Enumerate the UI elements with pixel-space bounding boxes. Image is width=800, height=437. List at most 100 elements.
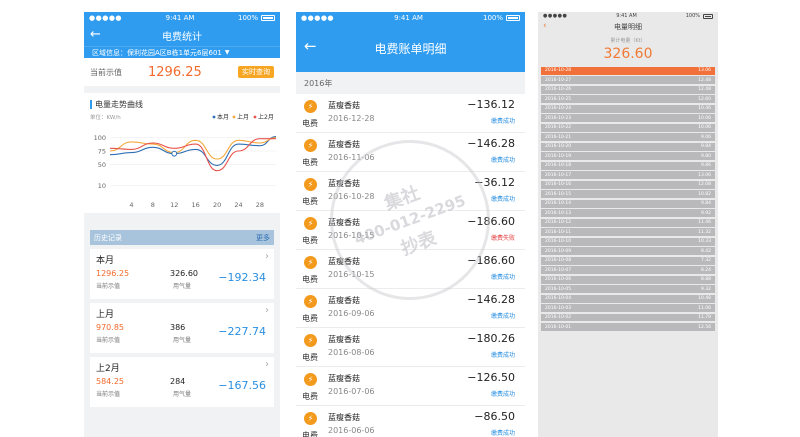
- day-row[interactable]: 2016-10-20 9.84: [541, 142, 715, 151]
- day-value: 12.08: [698, 182, 711, 188]
- day-row[interactable]: 2016-10-15 10.82: [541, 190, 715, 199]
- y-tick-label: 10: [98, 182, 106, 190]
- bill-amount: −126.50: [467, 371, 515, 384]
- day-date: 2016-10-23: [545, 115, 572, 121]
- day-row[interactable]: 2016-10-12 11.46: [541, 218, 715, 227]
- x-tick-label: 20: [213, 201, 221, 209]
- day-row[interactable]: 2016-10-10 10.33: [541, 237, 715, 246]
- history-card[interactable]: 上2月 › 584.25 当前示值 284 用气量 −167.56: [90, 357, 274, 407]
- day-value: 11.79: [698, 315, 711, 321]
- day-value: 10.06: [698, 115, 711, 121]
- day-value: 10.06: [698, 125, 711, 131]
- day-row[interactable]: 2016-10-26 12.48: [541, 85, 715, 94]
- usage-detail-screen: ●●●●● 9:41 AM 100% ‹ 电量明细 累计电量（Kt） 326.6…: [538, 12, 718, 437]
- bill-row[interactable]: ⚡ 电费 蓝瘦香菇 2016-11-06 −146.28 缴费成功: [296, 133, 525, 172]
- day-row[interactable]: 2016-10-07 8.24: [541, 266, 715, 275]
- bill-name: 蓝瘦香菇: [328, 218, 360, 227]
- signal-icon: ●●●●●: [301, 14, 335, 22]
- day-row[interactable]: 2016-10-21 9.06: [541, 133, 715, 142]
- electricity-stats-screen: ●●●●● 9:41 AM 100% ← 电费统计 区域信息：保利花园A区B栋1…: [84, 12, 280, 437]
- chart-title: 电量走势曲线: [90, 99, 143, 110]
- back-arrow-icon[interactable]: ←: [90, 27, 101, 42]
- day-row[interactable]: 2016-10-25 12.60: [541, 95, 715, 104]
- bill-row[interactable]: ⚡ 电费 蓝瘦香菇 2016-09-06 −146.28 缴费成功: [296, 289, 525, 328]
- day-row[interactable]: 2016-10-27 12.48: [541, 76, 715, 85]
- day-date: 2016-10-03: [545, 305, 572, 311]
- day-row[interactable]: 2016-10-08 7.32: [541, 256, 715, 265]
- day-row[interactable]: 2016-10-28 13.06: [541, 67, 715, 75]
- day-date: 2016-10-25: [545, 96, 572, 102]
- bill-row[interactable]: ⚡ 电费 蓝瘦香菇 2016-08-06 −180.26 缴费成功: [296, 328, 525, 367]
- bill-status: 缴费成功: [490, 352, 515, 359]
- day-date: 2016-10-24: [545, 106, 572, 112]
- bill-name: 蓝瘦香菇: [328, 257, 360, 266]
- x-tick-label: 8: [151, 201, 155, 209]
- history-reading: 1296.25: [96, 269, 130, 278]
- day-row[interactable]: 2016-10-09 8.42: [541, 247, 715, 256]
- day-value: 8.24: [700, 267, 711, 273]
- bill-row[interactable]: ⚡ 电费 蓝瘦香菇 2016-07-06 −126.50 缴费成功: [296, 367, 525, 406]
- bill-amount: −146.28: [467, 137, 515, 150]
- day-value: 9.86: [700, 163, 711, 169]
- battery-icon: [703, 13, 713, 19]
- back-arrow-icon[interactable]: ‹: [543, 21, 547, 31]
- legend-marker: [253, 115, 257, 119]
- day-row[interactable]: 2016-10-18 9.86: [541, 161, 715, 170]
- realtime-query-button[interactable]: 实时查询: [238, 66, 274, 78]
- y-tick-label: 100: [94, 134, 106, 142]
- day-row[interactable]: 2016-10-19 9.80: [541, 152, 715, 161]
- day-row[interactable]: 2016-10-11 11.32: [541, 228, 715, 237]
- history-reading: 970.85: [96, 323, 124, 332]
- bill-type: 电费: [302, 236, 318, 245]
- bill-name: 蓝瘦香菇: [328, 413, 360, 422]
- bill-status: 缴费成功: [490, 196, 515, 203]
- more-link[interactable]: 更多: [256, 233, 270, 242]
- bill-row[interactable]: ⚡ 电费 蓝瘦香菇 2016-06-06 −86.50 缴费成功: [296, 406, 525, 437]
- battery-icon: [261, 15, 275, 21]
- day-row[interactable]: 2016-10-03 11.06: [541, 304, 715, 312]
- history-usage: 326.60: [170, 269, 198, 278]
- day-value: 8.88: [700, 277, 711, 283]
- day-value: 7.32: [700, 258, 711, 264]
- day-row[interactable]: 2016-10-23 10.06: [541, 114, 715, 123]
- history-card[interactable]: 本月 › 1296.25 当前示值 326.60 用气量 −192.34: [90, 249, 274, 299]
- chevron-right-icon: ›: [265, 305, 269, 316]
- bill-status: 缴费失败: [490, 235, 515, 242]
- status-bar: ●●●●● 9:41 AM 100%: [538, 12, 718, 20]
- day-row[interactable]: 2016-10-06 8.88: [541, 275, 715, 284]
- day-date: 2016-10-14: [545, 201, 572, 207]
- day-row[interactable]: 2016-10-14 9.84: [541, 199, 715, 208]
- legend-marker: [212, 115, 216, 119]
- day-date: 2016-10-07: [545, 267, 572, 273]
- history-section: 历史记录 更多 本月 › 1296.25 当前示值 326.60 用气量 −192.34 上月…: [84, 230, 280, 407]
- day-row[interactable]: 2016-10-22 10.06: [541, 123, 715, 132]
- history-card[interactable]: 上月 › 970.85 当前示值 386 用气量 −227.74: [90, 303, 274, 353]
- day-row[interactable]: 2016-10-17 13.06: [541, 171, 715, 180]
- day-row[interactable]: 2016-10-16 12.08: [541, 180, 715, 189]
- region-selector[interactable]: 区域信息：保利花园A区B栋1单元6层601 ▼: [84, 46, 280, 58]
- bill-row[interactable]: ⚡ 电费 蓝瘦香菇 2016-10-15 −186.60 缴费失败: [296, 211, 525, 250]
- day-date: 2016-10-10: [545, 239, 572, 245]
- bill-name: 蓝瘦香菇: [328, 335, 360, 344]
- back-arrow-icon[interactable]: ←: [304, 37, 317, 55]
- day-row[interactable]: 2016-10-05 9.32: [541, 285, 715, 294]
- day-row[interactable]: 2016-10-04 10.48: [541, 294, 715, 303]
- day-date: 2016-10-01: [545, 324, 572, 330]
- status-time: 9:41 AM: [394, 14, 423, 22]
- history-reading: 584.25: [96, 377, 124, 386]
- chevron-right-icon: ›: [265, 359, 269, 370]
- bill-type: 电费: [302, 431, 318, 437]
- bill-row[interactable]: ⚡ 电费 蓝瘦香菇 2016-10-28 −36.12 缴费成功: [296, 172, 525, 211]
- day-row[interactable]: 2016-10-24 10.46: [541, 104, 715, 113]
- bill-row[interactable]: ⚡ 电费 蓝瘦香菇 2016-10-15 −186.60 缴费成功: [296, 250, 525, 289]
- bill-row[interactable]: ⚡ 电费 蓝瘦香菇 2016-12-28 −136.12 缴费成功: [296, 94, 525, 133]
- day-row[interactable]: 2016-10-01 12.56: [541, 323, 715, 331]
- day-row[interactable]: 2016-10-02 11.79: [541, 313, 715, 322]
- day-value: 12.48: [698, 87, 711, 93]
- day-value: 11.06: [698, 305, 711, 311]
- day-value: 12.48: [698, 77, 711, 83]
- bill-name: 蓝瘦香菇: [328, 101, 360, 110]
- history-reading-label: 当前示值: [96, 283, 121, 290]
- bill-amount: −180.26: [467, 332, 515, 345]
- day-row[interactable]: 2016-10-13 9.92: [541, 209, 715, 218]
